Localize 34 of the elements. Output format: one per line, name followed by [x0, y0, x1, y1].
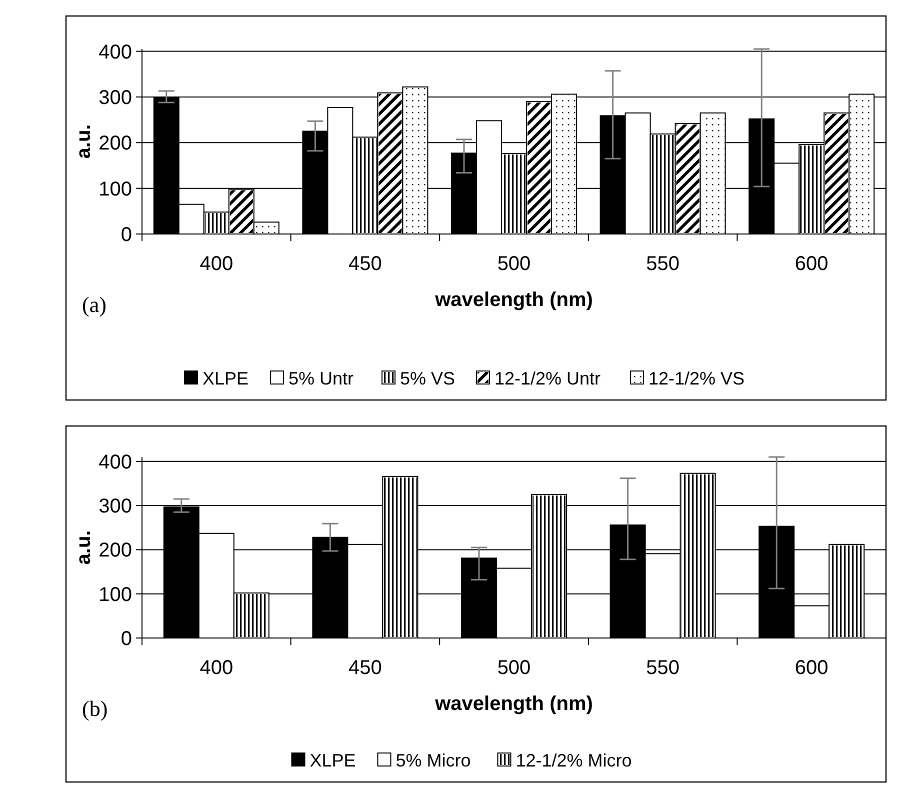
- legend-label: 12-1/2% Untr: [494, 368, 601, 388]
- legend-label: 12-1/2% VS: [648, 368, 745, 388]
- x-axis-title: wavelength (nm): [434, 289, 593, 311]
- x-tick-label: 400: [200, 657, 234, 679]
- x-tick-label: 550: [646, 253, 680, 275]
- legend-label: 12-1/2% Micro: [516, 750, 632, 770]
- y-axis-title: a.u.: [73, 530, 95, 565]
- y-tick-label: 300: [98, 496, 132, 518]
- legend-label: XLPE: [310, 750, 356, 770]
- y-tick-label: 0: [120, 628, 132, 650]
- legend-label: 5% VS: [400, 368, 456, 388]
- legend-label: 5% Untr: [288, 368, 354, 388]
- x-tick-label: 450: [348, 657, 382, 679]
- text: (a): [82, 292, 106, 317]
- y-axis-title: a.u.: [73, 124, 95, 159]
- y-tick-label: 100: [98, 584, 132, 606]
- x-axis-title: wavelength (nm): [434, 693, 593, 715]
- text: (b): [82, 696, 108, 721]
- x-tick-label: 500: [497, 253, 531, 275]
- y-tick-label: 100: [98, 178, 132, 200]
- y-tick-label: 200: [98, 540, 132, 562]
- x-tick-label: 600: [794, 253, 828, 275]
- legend-label: XLPE: [202, 368, 249, 388]
- x-tick-label: 400: [200, 253, 234, 275]
- y-tick-label: 200: [98, 132, 132, 155]
- x-tick-label: 550: [646, 657, 680, 679]
- x-tick-label: 500: [497, 657, 531, 679]
- x-tick-label: 600: [794, 657, 828, 679]
- y-tick-label: 0: [120, 224, 132, 246]
- x-tick-label: 450: [348, 253, 382, 275]
- y-tick-label: 400: [98, 451, 132, 474]
- y-tick-label: 300: [98, 86, 132, 109]
- y-tick-label: 400: [98, 41, 132, 64]
- legend-label: 5% Micro: [396, 750, 471, 770]
